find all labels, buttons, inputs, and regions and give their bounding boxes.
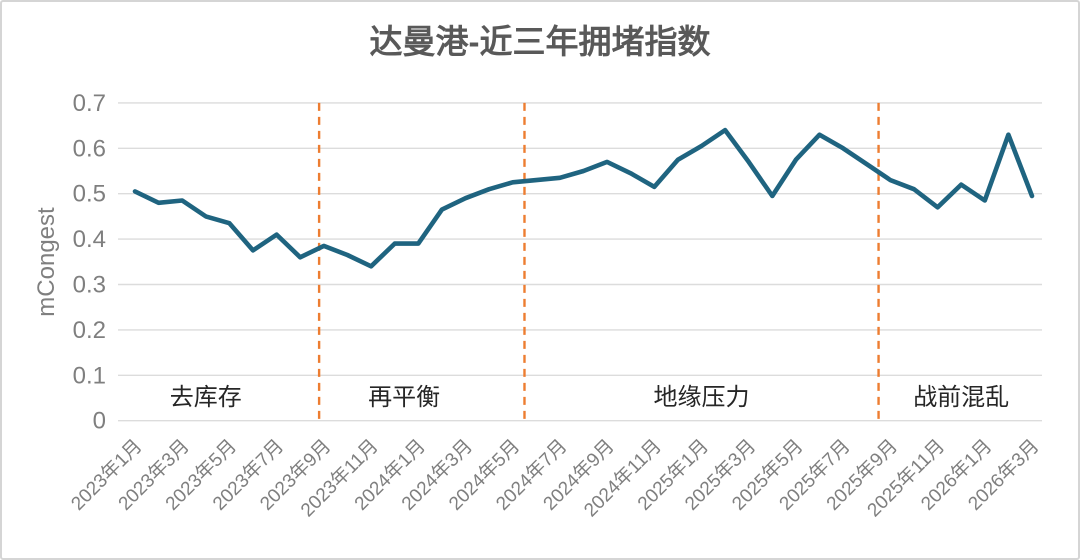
y-axis-tick-labels: 0 0.1 0.2 0.3 0.4 0.5 0.6 0.7 xyxy=(73,90,106,435)
phase-labels: 去库存 再平衡 地缘压力 战前混乱 xyxy=(170,384,1009,411)
phase-label: 再平衡 xyxy=(368,384,440,411)
x-axis-tick-labels: 2023年1月2023年3月2023年5月2023年7月2023年9月2023年… xyxy=(67,435,1044,521)
y-tick-label: 0.6 xyxy=(73,135,106,162)
y-tick-label: 0.4 xyxy=(73,226,106,253)
y-tick-label: 0.2 xyxy=(73,317,106,344)
y-tick-label: 0.3 xyxy=(73,272,106,299)
series-line xyxy=(132,127,1035,269)
gridlines xyxy=(118,102,1042,422)
phase-label: 战前混乱 xyxy=(913,384,1009,411)
phase-label: 地缘压力 xyxy=(654,384,750,411)
y-tick-label: 0.1 xyxy=(73,362,106,389)
chart-title: 达曼港-近三年拥堵指数 xyxy=(370,23,712,60)
phase-label: 去库存 xyxy=(170,384,242,411)
phase-divider-lines xyxy=(317,102,880,421)
y-tick-label: 0.7 xyxy=(73,90,106,117)
y-tick-label: 0 xyxy=(93,408,106,435)
y-tick-label: 0.5 xyxy=(73,181,106,208)
congestion-index-line xyxy=(132,127,1035,269)
y-axis-title: mCongest xyxy=(33,207,60,317)
